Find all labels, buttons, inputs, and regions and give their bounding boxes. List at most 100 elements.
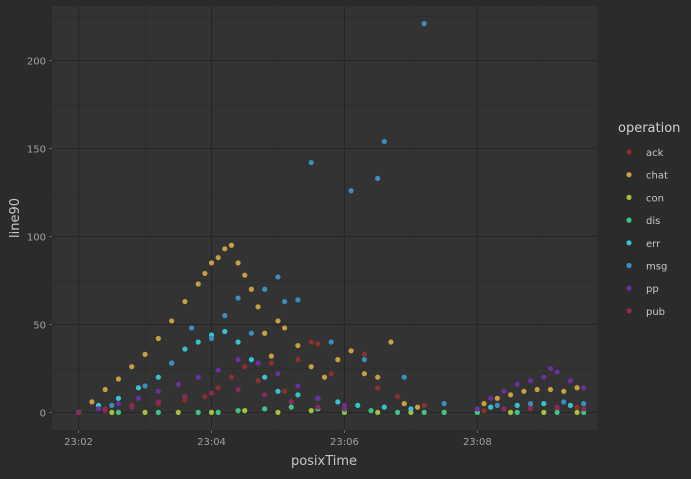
data-point-msg [109, 402, 115, 408]
legend-background [612, 112, 684, 320]
data-point-chat [228, 242, 235, 248]
data-point-chat [235, 260, 241, 266]
data-point-pub [341, 406, 348, 412]
data-point-dis [115, 409, 122, 416]
series-msg [75, 20, 587, 416]
legend-items: ack chat con dis err msg pp pub [626, 148, 668, 318]
data-point-dis [155, 409, 161, 416]
data-point-ack [375, 385, 381, 391]
data-point-ack [295, 357, 301, 363]
data-point-ack [481, 408, 487, 414]
grid-minor [52, 6, 597, 430]
data-point-chat [507, 392, 514, 398]
data-point-con [175, 409, 181, 416]
data-point-msg [308, 159, 314, 166]
data-point-pp [255, 360, 261, 366]
legend-label-dis: dis [646, 216, 660, 227]
data-point-chat [169, 318, 175, 324]
legend-key-con [626, 194, 632, 200]
data-point-con [208, 409, 215, 416]
series-chat [75, 242, 580, 416]
data-point-err [335, 399, 341, 405]
legend-label-ack: ack [646, 148, 664, 159]
data-point-ack [242, 364, 248, 370]
data-point-con [574, 409, 580, 416]
data-point-pp [567, 378, 574, 384]
data-point-msg [262, 286, 268, 292]
data-point-dis [235, 408, 241, 414]
legend-label-msg: msg [646, 262, 667, 273]
data-point-chat [195, 281, 201, 287]
data-point-chat [335, 357, 341, 363]
y-tick-label: 150 [27, 145, 46, 156]
legend-key-pp [626, 285, 632, 291]
data-point-err [567, 402, 574, 408]
data-point-chat [561, 388, 567, 394]
legend-key-err [626, 240, 632, 246]
data-point-err [514, 402, 520, 408]
data-point-pub [527, 406, 534, 412]
data-point-con [541, 409, 547, 416]
data-point-chat [282, 325, 288, 331]
legend-label-pub: pub [646, 307, 665, 318]
data-point-ack [215, 385, 221, 391]
data-point-chat [255, 304, 261, 310]
data-point-dis [514, 409, 520, 416]
data-point-chat [248, 286, 254, 292]
data-point-err [355, 402, 361, 408]
x-axis-label: posixTime [291, 454, 357, 469]
data-point-ack [574, 404, 580, 410]
data-point-ack [328, 371, 334, 377]
legend-label-err: err [646, 239, 661, 250]
data-point-chat [142, 351, 148, 357]
data-point-pp [474, 406, 480, 412]
data-point-chat [375, 374, 381, 380]
data-point-pub [288, 399, 294, 405]
data-point-pp [95, 406, 102, 412]
data-point-pub [315, 404, 321, 410]
data-point-con [142, 409, 148, 416]
data-point-msg [381, 138, 387, 145]
data-point-pp [175, 381, 181, 387]
data-point-err [275, 388, 281, 394]
axes: 0 50 100 150 200 23:02 23:04 23:06 23:08 [27, 57, 492, 448]
data-point-pp [315, 395, 321, 401]
data-point-msg [581, 401, 587, 407]
data-point-pub [208, 390, 215, 396]
y-tick-label: 100 [27, 232, 46, 243]
data-point-chat [414, 404, 421, 410]
data-point-con [507, 409, 514, 416]
data-point-chat [155, 335, 161, 342]
data-point-err [135, 385, 142, 391]
data-point-dis [262, 406, 268, 412]
data-point-pp [295, 383, 301, 389]
data-point-ack [361, 351, 367, 357]
data-point-dis [554, 409, 560, 416]
legend: operation ack chat con dis err msg pp pub [612, 112, 684, 320]
x-tick-label: 23:04 [197, 437, 226, 448]
data-point-pub [75, 409, 82, 416]
data-point-ack [315, 341, 321, 347]
data-point-chat [102, 386, 108, 393]
data-point-pub [501, 406, 507, 412]
data-point-err [115, 395, 122, 401]
data-point-pp [554, 369, 560, 375]
grid-major [52, 6, 597, 430]
data-point-msg [282, 298, 288, 305]
data-point-chat [534, 386, 540, 393]
data-point-err [182, 346, 188, 352]
data-point-msg [248, 330, 254, 336]
series-dis [75, 404, 587, 416]
data-point-chat [295, 342, 301, 349]
legend-key-pub [626, 308, 632, 314]
legend-key-dis [626, 217, 632, 223]
data-point-chat [401, 401, 407, 407]
data-point-ack [255, 378, 261, 384]
data-point-pp [488, 395, 494, 401]
data-point-chat [115, 376, 122, 382]
data-point-con [275, 409, 281, 416]
data-point-err [235, 339, 241, 345]
data-point-pp [235, 357, 241, 363]
data-point-chat [321, 374, 328, 380]
legend-key-chat [626, 172, 632, 178]
